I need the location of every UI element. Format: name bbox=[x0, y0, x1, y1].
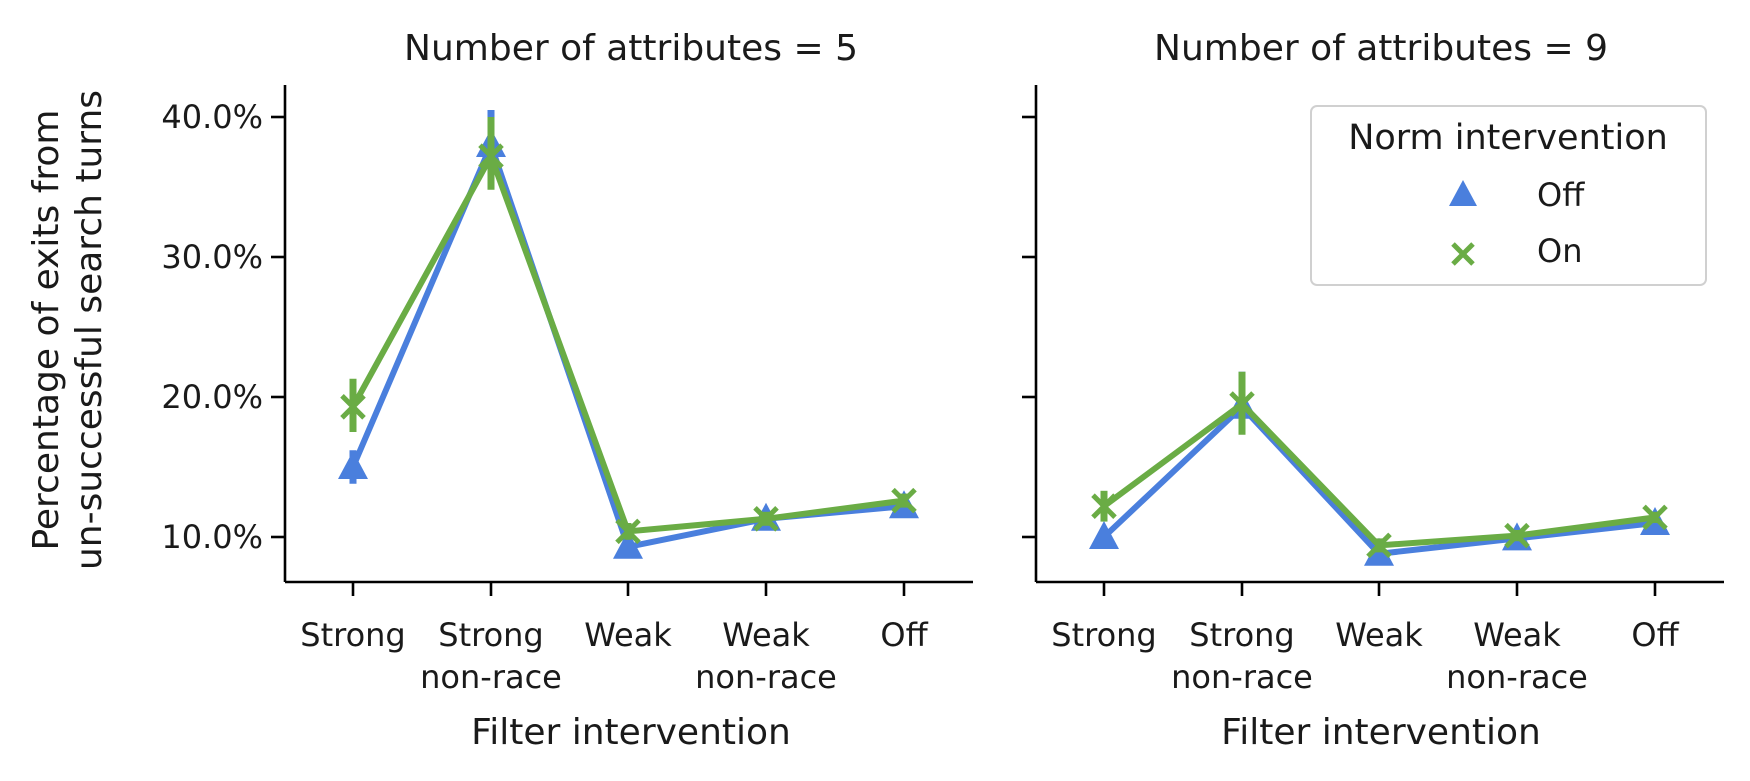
x-stroke bbox=[891, 487, 917, 514]
panel-title: Number of attributes = 5 bbox=[404, 28, 858, 69]
series-off bbox=[338, 110, 919, 559]
x-tick-label: Weak bbox=[1335, 616, 1423, 654]
x-tick-label: Off bbox=[1631, 616, 1679, 654]
data-point-x bbox=[478, 143, 504, 169]
x-tick-label: Strong bbox=[300, 616, 405, 654]
x-stroke bbox=[1504, 522, 1530, 549]
series-line bbox=[350, 142, 905, 550]
data-point-x bbox=[891, 487, 917, 514]
data-point-triangle bbox=[338, 451, 368, 479]
x-stroke bbox=[1642, 504, 1668, 531]
panel-title: Number of attributes = 9 bbox=[1154, 28, 1608, 69]
x-stroke bbox=[478, 143, 504, 169]
x-stroke bbox=[1091, 493, 1117, 519]
x-tick-label-line2: non-race bbox=[1171, 658, 1313, 696]
y-axis-title-line1: Percentage of exits from bbox=[26, 109, 67, 550]
x-tick-label: Weak bbox=[1473, 616, 1561, 654]
panel-attributes-9: Number of attributes = 9 Filter interven… bbox=[1022, 28, 1724, 753]
legend-triangle-marker bbox=[1449, 180, 1477, 206]
data-point-x bbox=[753, 506, 779, 532]
x-stroke bbox=[1366, 532, 1392, 559]
x-tick-label: Strong bbox=[1189, 616, 1294, 654]
x-stroke bbox=[340, 394, 366, 420]
series-line bbox=[1101, 403, 1656, 557]
series-on bbox=[1091, 371, 1668, 559]
data-point-x bbox=[1091, 493, 1117, 519]
x-tick-label: Weak bbox=[722, 616, 810, 654]
x-axis-title: Filter intervention bbox=[471, 712, 791, 753]
legend-title: Norm intervention bbox=[1348, 118, 1668, 158]
x-tick-label: Strong bbox=[438, 616, 543, 654]
x-axis-title: Filter intervention bbox=[1221, 712, 1541, 753]
legend: Norm intervention Off On bbox=[1310, 105, 1707, 286]
x-stroke bbox=[753, 506, 779, 532]
panel-attributes-5: Number of attributes = 5 Filter interven… bbox=[161, 28, 973, 753]
x-tick-label: Strong bbox=[1051, 616, 1156, 654]
data-point-x bbox=[340, 394, 366, 420]
legend-label-on: On bbox=[1537, 232, 1582, 270]
y-tick-label: 40.0% bbox=[161, 98, 263, 136]
x-tick-label-line2: non-race bbox=[1446, 658, 1588, 696]
series-on bbox=[340, 117, 917, 545]
y-tick-label: 20.0% bbox=[161, 378, 263, 416]
series-off bbox=[1089, 371, 1670, 566]
data-point-x bbox=[1229, 391, 1255, 417]
legend-x-marker bbox=[1451, 242, 1475, 266]
data-point-x bbox=[615, 518, 641, 545]
y-tick-label: 10.0% bbox=[161, 518, 263, 556]
data-point-triangle bbox=[613, 530, 643, 559]
x-tick-label: Off bbox=[880, 616, 928, 654]
data-point-triangle bbox=[1089, 521, 1119, 549]
data-point-x bbox=[1504, 522, 1530, 549]
series-line bbox=[350, 153, 905, 535]
series-line bbox=[1102, 401, 1656, 549]
data-point-x bbox=[1642, 504, 1668, 531]
x-tick-label: Weak bbox=[584, 616, 672, 654]
x-tick-label-line2: non-race bbox=[420, 658, 562, 696]
legend-frame bbox=[1310, 105, 1707, 286]
x-tick-label-line2: non-race bbox=[695, 658, 837, 696]
data-point-x bbox=[1366, 532, 1392, 559]
x-stroke bbox=[615, 518, 641, 545]
legend-label-off: Off bbox=[1537, 176, 1585, 214]
y-axis-title-line2: un-successful search turns bbox=[69, 90, 110, 570]
x-stroke bbox=[1229, 391, 1255, 417]
y-tick-label: 30.0% bbox=[161, 238, 263, 276]
